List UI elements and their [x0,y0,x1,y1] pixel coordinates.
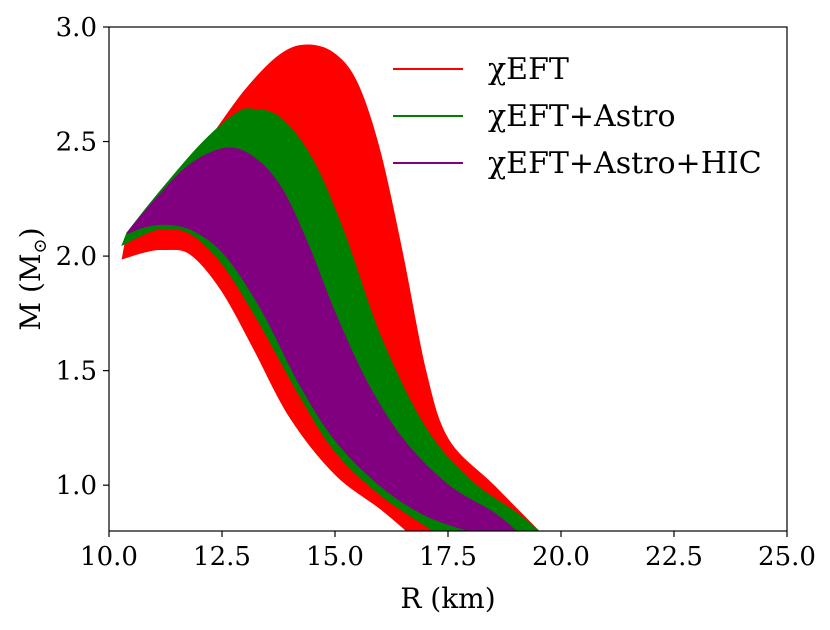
x-tick-label: 17.5 [419,542,477,572]
legend-label-2: χEFT+Astro [488,99,676,134]
y-axis-title-main: M (M [14,253,47,330]
x-axis-ticks: 10.0 12.5 15.0 17.5 20.0 22.5 25.0 [80,531,816,572]
series-bands [121,44,540,531]
x-tick-label: 22.5 [645,542,703,572]
x-tick-label: 25.0 [758,542,816,572]
svg-text:M (M⊙): M (M⊙) [14,227,51,330]
x-axis-title: R (km) [400,582,495,615]
y-tick-label: 2.0 [56,242,97,272]
band-1-edge [122,248,408,531]
y-tick-label: 1.5 [56,357,97,387]
legend: χEFT χEFT+Astro χEFT+Astro+HIC [393,52,762,181]
band-2-edge [122,227,435,531]
x-tick-label: 15.0 [306,542,364,572]
x-tick-label: 12.5 [193,542,251,572]
y-axis-ticks: 1.0 1.5 2.0 2.5 3.0 [56,13,109,501]
y-tick-label: 2.5 [56,128,97,158]
y-axis-title-subscript: ⊙ [30,238,51,253]
y-axis-title: M (M⊙) [14,227,51,330]
legend-label-3: χEFT+Astro+HIC [488,146,762,181]
y-tick-label: 1.0 [56,471,97,501]
x-tick-label: 20.0 [532,542,590,572]
y-axis-title-close: ) [14,227,47,238]
x-tick-label: 10.0 [80,542,138,572]
y-tick-label: 3.0 [56,13,97,43]
legend-label-1: χEFT [488,52,569,87]
band-3-edge [126,223,471,531]
